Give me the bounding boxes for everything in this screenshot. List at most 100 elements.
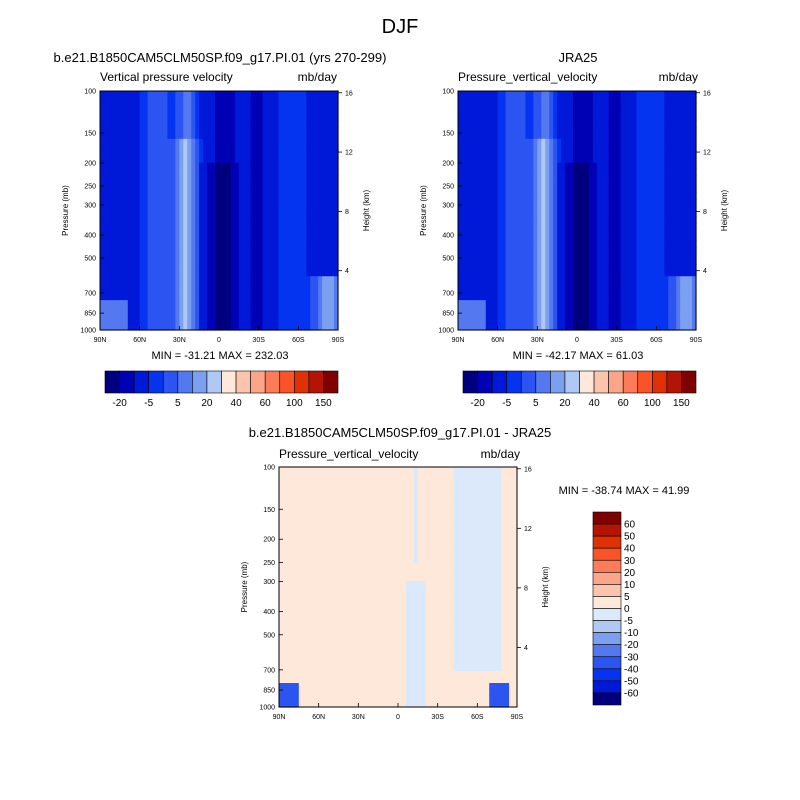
field-cell (290, 306, 295, 313)
colorbar-swatch (506, 370, 522, 394)
field-cell (274, 192, 280, 200)
field-cell (246, 318, 252, 325)
field-cell (254, 258, 260, 265)
field-cell (290, 204, 295, 212)
field-cell (561, 228, 566, 235)
field-cell (489, 270, 495, 277)
field-cell (608, 210, 614, 218)
field-cell (314, 216, 319, 224)
field-cell (473, 210, 479, 218)
field-cell (489, 288, 495, 295)
field-cell (230, 156, 236, 164)
field-cell (545, 288, 550, 295)
field-cell (242, 270, 248, 277)
field-cell (465, 174, 471, 182)
field-cell (660, 294, 665, 301)
field-cell (191, 228, 196, 235)
field-cell (155, 324, 161, 331)
field-cell (533, 120, 538, 128)
field-cell (286, 240, 291, 247)
field-cell (274, 306, 280, 313)
field-cell (211, 96, 216, 104)
field-cell (211, 294, 216, 301)
field-cell (505, 192, 511, 200)
field-cell (485, 276, 491, 283)
field-cell (242, 102, 248, 110)
field-cell (501, 216, 507, 224)
field-cell (541, 102, 546, 110)
field-cell (600, 132, 606, 140)
field-cell (541, 264, 546, 271)
field-cell (107, 318, 113, 325)
field-cell (577, 306, 582, 313)
field-cell (509, 252, 515, 259)
field-cell (151, 204, 157, 212)
field-cell (608, 108, 614, 116)
field-cell (465, 138, 471, 146)
field-cell (203, 306, 208, 313)
field-cell (258, 312, 264, 319)
field-cell (290, 186, 295, 194)
field-cell (306, 324, 311, 331)
field-cell (588, 91, 594, 98)
field-cell (310, 162, 315, 170)
field-cell (465, 91, 471, 98)
field-cell (199, 204, 204, 212)
field-cell (600, 264, 606, 271)
field-cell (640, 108, 646, 116)
field-cell (100, 180, 105, 188)
field-cell (465, 120, 471, 128)
field-cell (211, 144, 216, 152)
field-cell (684, 204, 689, 212)
y-right-axis-label: Height (km) (362, 189, 371, 231)
field-cell (238, 114, 244, 122)
field-cell (155, 210, 161, 218)
field-cell (306, 168, 311, 176)
field-cell (636, 120, 642, 128)
field-cell (211, 216, 216, 224)
field-cell (151, 240, 157, 247)
field-cell (501, 270, 507, 277)
field-cell (513, 264, 519, 271)
field-cell (254, 276, 260, 283)
field-cell (557, 300, 562, 307)
field-cell (549, 96, 554, 104)
field-cell (119, 162, 125, 170)
field-cell (485, 192, 491, 200)
field-cell (458, 198, 463, 206)
field-cell (684, 300, 689, 307)
field-cell (592, 162, 598, 170)
field-cell (171, 324, 176, 331)
field-cell (151, 138, 157, 146)
field-cell (191, 132, 196, 140)
field-cell (111, 186, 117, 194)
field-cell (207, 210, 212, 218)
field-cell (330, 318, 335, 325)
field-cell (314, 180, 319, 188)
field-cell (640, 156, 646, 164)
field-cell (624, 282, 630, 289)
field-cell (298, 144, 303, 152)
field-cell (310, 168, 315, 176)
field-cell (640, 234, 646, 241)
field-cell (111, 282, 117, 289)
field-cell (179, 246, 184, 253)
field-cell (234, 102, 240, 110)
field-cell (103, 126, 109, 134)
field-cell (509, 108, 515, 116)
field-cell (334, 132, 339, 140)
field-cell (465, 102, 471, 110)
field-cell (262, 264, 268, 271)
field-cell (298, 300, 303, 307)
field-cell (604, 186, 610, 194)
field-cell (230, 300, 236, 307)
field-cell (660, 126, 665, 134)
field-cell (322, 234, 327, 241)
field-cell (573, 270, 578, 277)
field-cell (561, 156, 566, 164)
field-cell (684, 114, 689, 122)
field-cell (262, 156, 268, 164)
field-cell (107, 91, 113, 98)
field-cell (485, 312, 491, 319)
field-cell (489, 96, 495, 104)
